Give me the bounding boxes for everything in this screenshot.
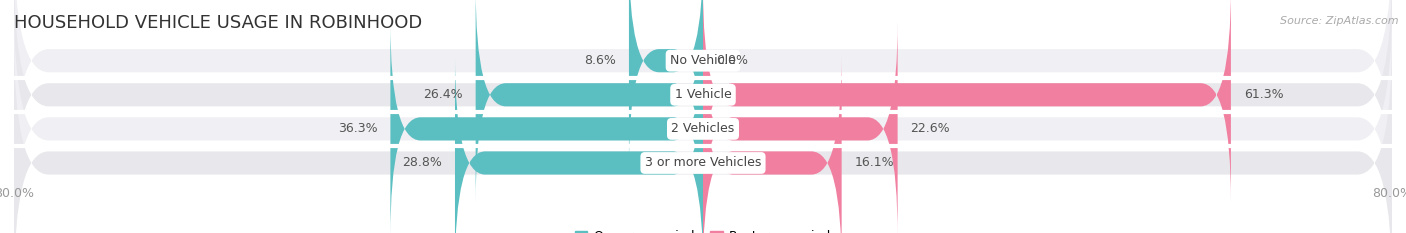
FancyBboxPatch shape bbox=[475, 0, 703, 202]
FancyBboxPatch shape bbox=[14, 4, 1392, 233]
Text: No Vehicle: No Vehicle bbox=[671, 54, 735, 67]
FancyBboxPatch shape bbox=[14, 38, 1392, 233]
Legend: Owner-occupied, Renter-occupied: Owner-occupied, Renter-occupied bbox=[569, 225, 837, 233]
Text: 8.6%: 8.6% bbox=[583, 54, 616, 67]
FancyBboxPatch shape bbox=[14, 0, 1392, 219]
FancyBboxPatch shape bbox=[456, 55, 703, 233]
Text: 0.0%: 0.0% bbox=[716, 54, 748, 67]
Text: HOUSEHOLD VEHICLE USAGE IN ROBINHOOD: HOUSEHOLD VEHICLE USAGE IN ROBINHOOD bbox=[14, 14, 422, 32]
Text: 3 or more Vehicles: 3 or more Vehicles bbox=[645, 157, 761, 169]
Text: 36.3%: 36.3% bbox=[337, 122, 377, 135]
Text: 22.6%: 22.6% bbox=[911, 122, 950, 135]
Text: 26.4%: 26.4% bbox=[423, 88, 463, 101]
Text: 28.8%: 28.8% bbox=[402, 157, 441, 169]
Text: Source: ZipAtlas.com: Source: ZipAtlas.com bbox=[1281, 16, 1399, 26]
FancyBboxPatch shape bbox=[14, 0, 1392, 185]
FancyBboxPatch shape bbox=[703, 0, 1230, 202]
FancyBboxPatch shape bbox=[391, 21, 703, 233]
FancyBboxPatch shape bbox=[703, 55, 842, 233]
Text: 1 Vehicle: 1 Vehicle bbox=[675, 88, 731, 101]
Text: 61.3%: 61.3% bbox=[1244, 88, 1284, 101]
FancyBboxPatch shape bbox=[703, 21, 897, 233]
FancyBboxPatch shape bbox=[628, 0, 703, 168]
Text: 16.1%: 16.1% bbox=[855, 157, 894, 169]
Text: 2 Vehicles: 2 Vehicles bbox=[672, 122, 734, 135]
